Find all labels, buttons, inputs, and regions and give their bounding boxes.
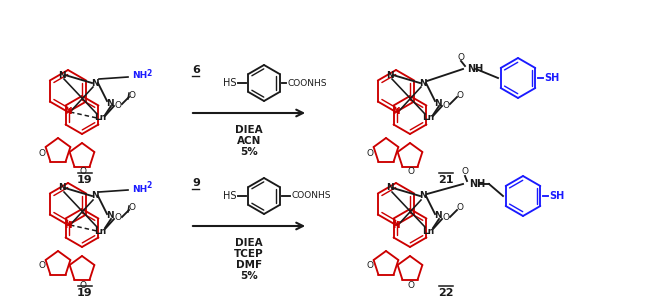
Text: O: O: [458, 52, 464, 61]
Text: N: N: [434, 99, 442, 108]
Text: N: N: [64, 221, 72, 229]
Text: N: N: [392, 221, 400, 229]
Text: 5%: 5%: [240, 147, 258, 157]
Text: DMF: DMF: [236, 260, 262, 270]
Text: Ln: Ln: [94, 226, 106, 235]
Text: O: O: [38, 262, 46, 271]
Text: TCEP: TCEP: [234, 249, 264, 259]
Text: ACN: ACN: [237, 136, 261, 146]
Text: Ln: Ln: [94, 114, 106, 122]
Text: N: N: [58, 184, 66, 193]
Text: N: N: [91, 78, 98, 88]
Text: O: O: [456, 91, 464, 100]
Text: O: O: [38, 148, 46, 158]
Text: O: O: [462, 167, 468, 176]
Text: DIEA: DIEA: [235, 238, 263, 248]
Text: DIEA: DIEA: [235, 125, 263, 135]
Text: O: O: [456, 204, 464, 212]
Text: 2: 2: [146, 69, 151, 77]
Text: SH: SH: [544, 73, 559, 83]
Text: HS: HS: [222, 191, 236, 201]
Text: O: O: [115, 100, 121, 109]
Text: 22: 22: [438, 288, 454, 298]
Text: N: N: [386, 184, 394, 193]
Text: 19: 19: [77, 175, 93, 185]
Text: N: N: [91, 192, 98, 201]
Text: O: O: [366, 262, 373, 271]
Text: NH: NH: [132, 184, 147, 193]
Text: Ln: Ln: [422, 226, 434, 235]
Text: O: O: [80, 167, 86, 176]
Text: 5%: 5%: [240, 271, 258, 281]
Text: 2: 2: [146, 181, 151, 190]
Text: O: O: [407, 167, 415, 176]
Text: HS: HS: [222, 78, 236, 88]
Text: O: O: [442, 100, 450, 109]
Text: NH: NH: [469, 179, 485, 189]
Text: COONHS: COONHS: [291, 192, 330, 201]
Text: N: N: [419, 192, 427, 201]
Text: O: O: [115, 213, 121, 223]
Text: O: O: [80, 280, 86, 289]
Text: O: O: [442, 213, 450, 223]
Text: SH: SH: [549, 191, 564, 201]
Text: N: N: [106, 212, 114, 221]
Text: O: O: [366, 148, 373, 158]
Text: NH: NH: [467, 64, 483, 74]
Text: COONHS: COONHS: [287, 78, 326, 88]
Text: 19: 19: [77, 288, 93, 298]
Text: O: O: [129, 204, 135, 212]
Text: 9: 9: [192, 178, 200, 188]
Text: 6: 6: [192, 65, 200, 75]
Text: N: N: [106, 99, 114, 108]
Text: N: N: [434, 212, 442, 221]
Text: N: N: [386, 71, 394, 80]
Text: O: O: [129, 91, 135, 100]
Text: Ln: Ln: [422, 114, 434, 122]
Text: N: N: [58, 71, 66, 80]
Text: O: O: [407, 280, 415, 289]
Text: N: N: [64, 108, 72, 117]
Text: 21: 21: [438, 175, 454, 185]
Text: N: N: [392, 108, 400, 117]
Text: NH: NH: [132, 72, 147, 80]
Text: N: N: [419, 78, 427, 88]
